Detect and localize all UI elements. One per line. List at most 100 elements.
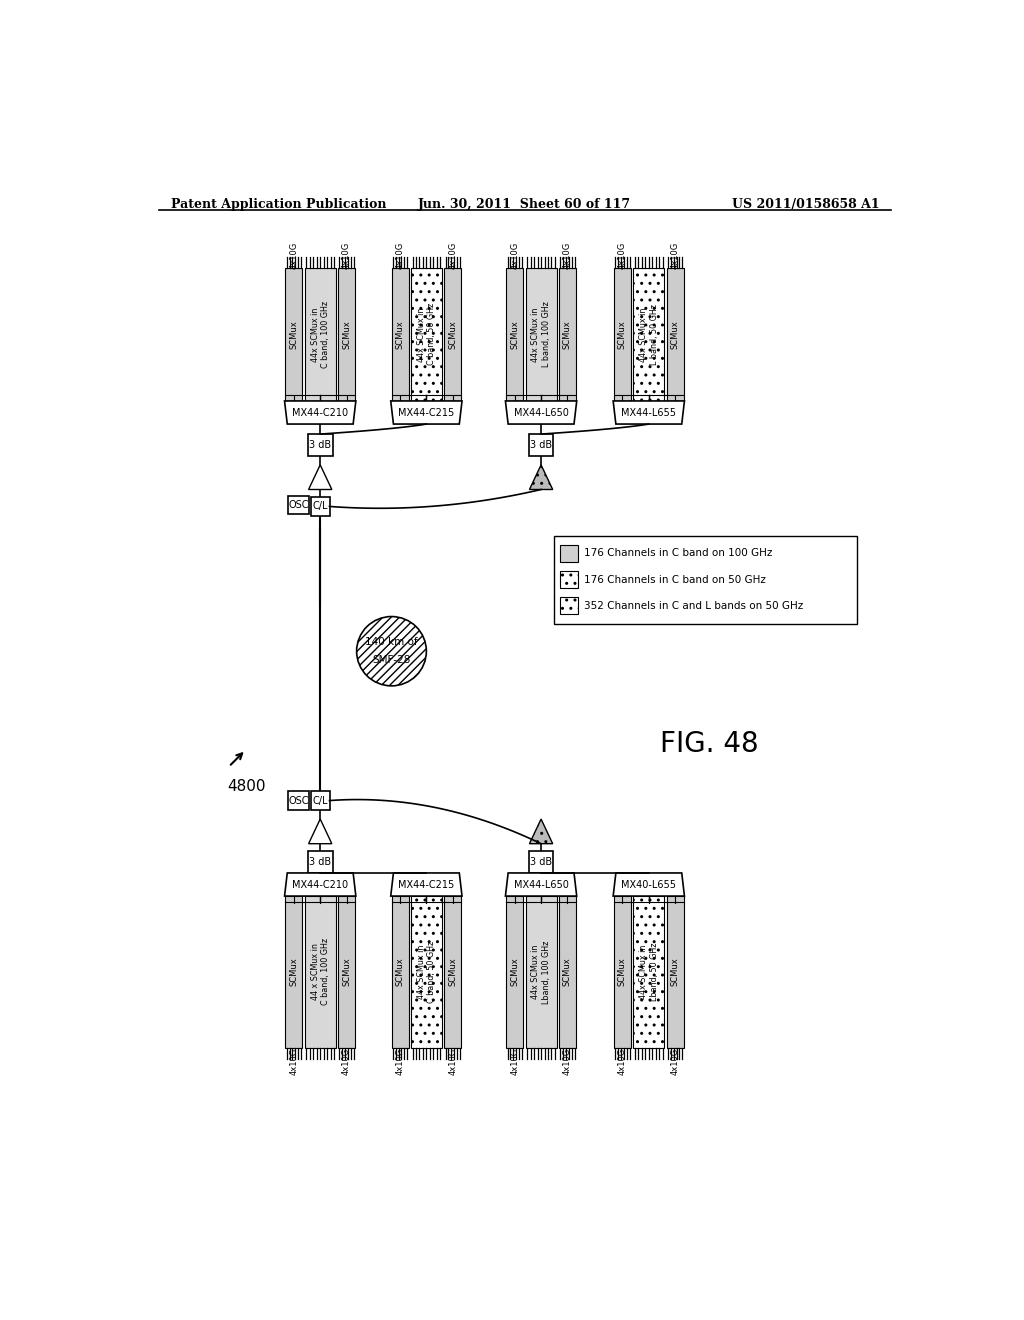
Bar (411, 896, 442, 1048)
Text: MX44-C210: MX44-C210 (292, 408, 348, 417)
Text: 4x10G: 4x10G (563, 1048, 572, 1076)
Text: MX44-C215: MX44-C215 (398, 408, 455, 417)
Bar (525, 268, 557, 401)
Polygon shape (285, 401, 356, 424)
Text: 4x10G: 4x10G (671, 1048, 680, 1076)
Polygon shape (613, 401, 684, 424)
Text: 4x10G: 4x10G (563, 242, 572, 269)
Text: 4x10G: 4x10G (395, 1048, 404, 1076)
Bar (391, 268, 409, 401)
Polygon shape (391, 401, 462, 424)
Polygon shape (308, 818, 332, 843)
Text: 4800: 4800 (227, 779, 265, 795)
Text: 4x10G: 4x10G (671, 242, 680, 269)
Text: 176 Channels in C band on 50 GHz: 176 Channels in C band on 50 GHz (584, 574, 766, 585)
Text: C/L: C/L (312, 796, 328, 805)
Bar (667, 896, 684, 1048)
Text: SCMux: SCMux (449, 319, 458, 348)
Text: 44x SCMux in
Lband, 100 GHz: 44x SCMux in Lband, 100 GHz (531, 940, 551, 1003)
Bar (338, 896, 355, 1048)
Text: SCMux: SCMux (395, 319, 404, 348)
Bar (308, 434, 333, 455)
Bar (554, 536, 856, 624)
Text: 4x10G: 4x10G (395, 242, 404, 269)
Bar (528, 434, 554, 455)
Text: 4x10G: 4x10G (342, 242, 351, 269)
Bar (338, 268, 355, 401)
Text: 44x SCMux in
L band, 100 GHz: 44x SCMux in L band, 100 GHz (531, 301, 551, 367)
Bar (308, 851, 333, 873)
Text: SCMux: SCMux (671, 319, 680, 348)
Text: 44 x SCMux in
C band, 100 GHz: 44 x SCMux in C band, 100 GHz (310, 939, 330, 1006)
Text: US 2011/0158658 A1: US 2011/0158658 A1 (732, 198, 880, 211)
Text: 44x SCMux in
C band, 50 GHz: 44x SCMux in C band, 50 GHz (417, 941, 436, 1003)
Bar (411, 268, 442, 401)
Bar (311, 792, 330, 810)
Text: 4x10G: 4x10G (449, 1048, 458, 1076)
Text: Jun. 30, 2011  Sheet 60 of 117: Jun. 30, 2011 Sheet 60 of 117 (418, 198, 632, 211)
Text: SCMux: SCMux (563, 319, 572, 348)
Text: 3 dB: 3 dB (309, 857, 331, 867)
Polygon shape (285, 873, 356, 896)
Text: C/L: C/L (312, 502, 328, 511)
Text: SCMux: SCMux (290, 957, 298, 986)
Text: SCMux: SCMux (617, 957, 627, 986)
Text: 44x SCMux in
C band, 100 GHz: 44x SCMux in C band, 100 GHz (310, 301, 330, 368)
Ellipse shape (356, 616, 426, 686)
Bar (444, 896, 461, 1048)
Text: OSC: OSC (288, 500, 309, 510)
Polygon shape (308, 465, 332, 490)
Text: MX44-L655: MX44-L655 (622, 408, 676, 417)
Bar (444, 268, 461, 401)
Text: SCMux: SCMux (342, 319, 351, 348)
Text: 44x SCMux in
C band, 50 GHz: 44x SCMux in C band, 50 GHz (417, 304, 436, 366)
Bar (667, 268, 684, 401)
Text: SCMux: SCMux (617, 319, 627, 348)
Bar (286, 896, 302, 1048)
Text: 4x10G: 4x10G (290, 1048, 298, 1076)
Text: SCMux: SCMux (510, 319, 519, 348)
Bar (528, 851, 554, 873)
Bar (560, 572, 578, 589)
Bar (305, 896, 336, 1048)
Bar (286, 268, 302, 401)
Text: OSC: OSC (288, 796, 309, 805)
Text: 4x10G: 4x10G (449, 242, 458, 269)
Bar (614, 896, 631, 1048)
Text: 4x10G: 4x10G (342, 1048, 351, 1076)
Text: 4x10G: 4x10G (510, 242, 519, 269)
Text: MX40-L655: MX40-L655 (622, 879, 676, 890)
Polygon shape (613, 873, 684, 896)
Bar (506, 896, 523, 1048)
Text: SCMux: SCMux (342, 957, 351, 986)
Polygon shape (529, 465, 553, 490)
Polygon shape (506, 873, 577, 896)
Text: 3 dB: 3 dB (530, 440, 552, 450)
Text: 4x10G: 4x10G (510, 1048, 519, 1076)
Text: 140 km of: 140 km of (366, 638, 418, 647)
Text: SCMux: SCMux (563, 957, 572, 986)
Text: SMF-28: SMF-28 (373, 656, 411, 665)
Text: 352 Channels in C and L bands on 50 GHz: 352 Channels in C and L bands on 50 GHz (584, 601, 803, 611)
Bar (633, 268, 665, 401)
Text: MX44-L650: MX44-L650 (514, 879, 568, 890)
Text: SCMux: SCMux (671, 957, 680, 986)
Bar (560, 597, 578, 614)
Text: 4x10G: 4x10G (290, 242, 298, 269)
Text: FIG. 48: FIG. 48 (659, 730, 759, 758)
Text: SCMux: SCMux (395, 957, 404, 986)
Polygon shape (506, 401, 577, 424)
Text: MX44-C215: MX44-C215 (398, 879, 455, 890)
Bar (559, 268, 575, 401)
Text: Patent Application Publication: Patent Application Publication (171, 198, 386, 211)
Text: 4x10G: 4x10G (617, 1048, 627, 1076)
Bar (288, 496, 309, 515)
Bar (559, 896, 575, 1048)
Bar (288, 792, 309, 810)
Text: 4x10G: 4x10G (617, 242, 627, 269)
Bar (506, 268, 523, 401)
Text: MX44-L650: MX44-L650 (514, 408, 568, 417)
Text: 3 dB: 3 dB (309, 440, 331, 450)
Bar (311, 498, 330, 516)
Bar (633, 896, 665, 1048)
